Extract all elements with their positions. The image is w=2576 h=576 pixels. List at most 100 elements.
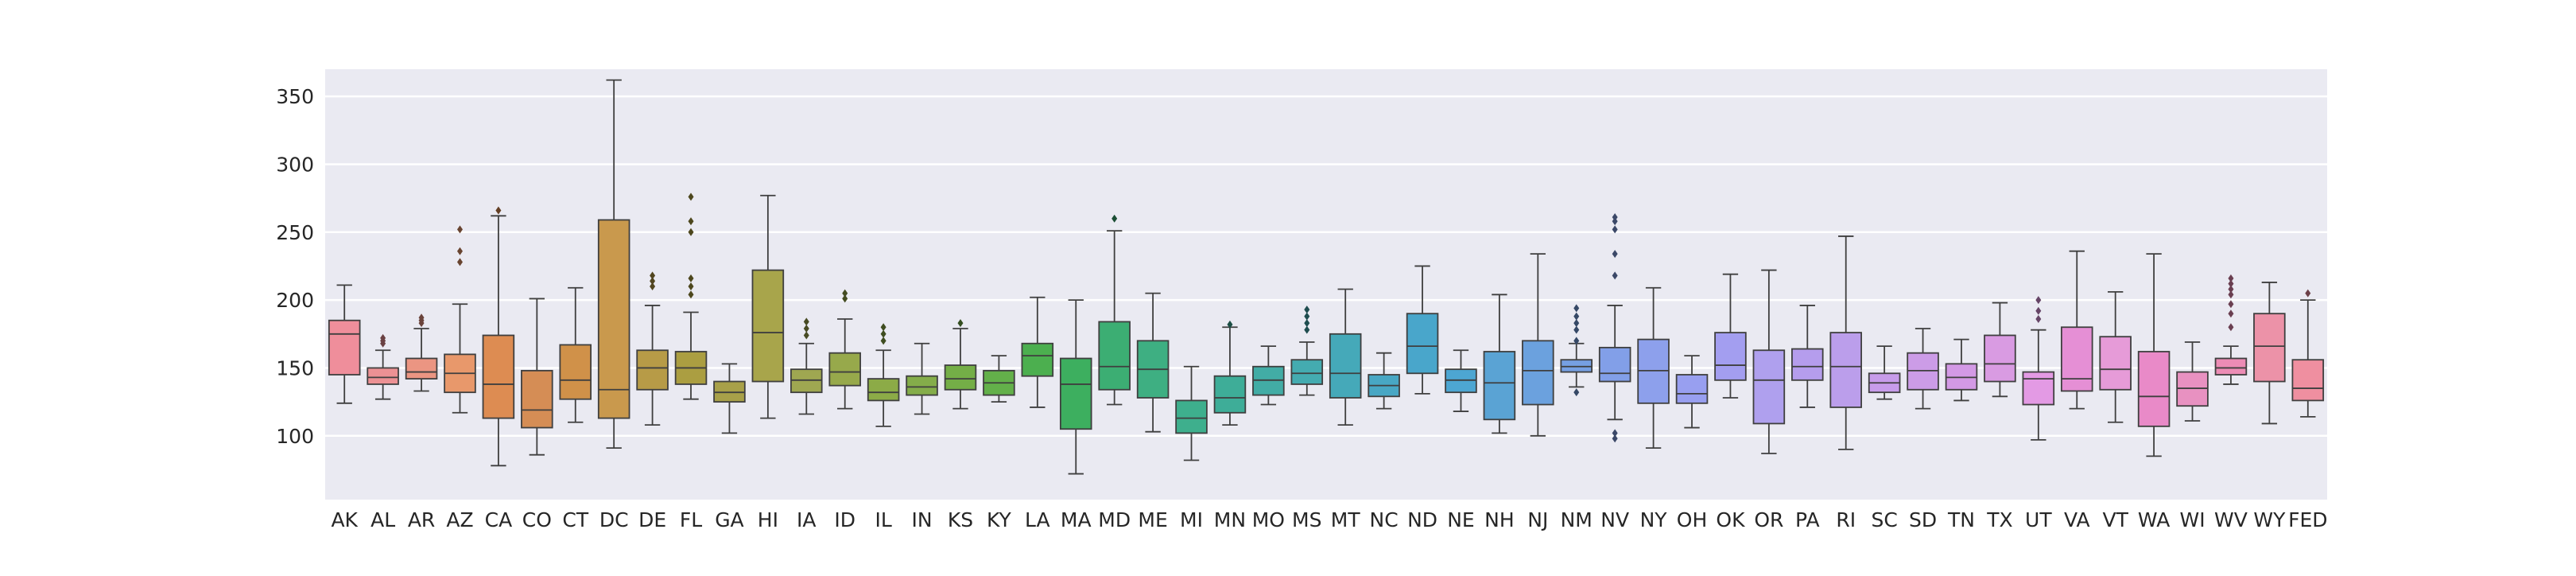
iqr-box xyxy=(2253,313,2286,383)
outlier-point xyxy=(842,289,848,298)
x-tick-label-ME: ME xyxy=(1138,508,1167,531)
iqr-box xyxy=(405,357,438,380)
outlier-point xyxy=(2305,289,2311,298)
x-tick-label-MA: MA xyxy=(1061,508,1092,531)
iqr-box xyxy=(636,349,669,391)
outlier-point xyxy=(1612,271,1618,280)
outlier-point xyxy=(456,247,463,255)
iqr-box xyxy=(1984,334,2016,383)
iqr-box xyxy=(2022,371,2055,406)
box-TN xyxy=(1945,338,1978,402)
outlier-point xyxy=(456,225,463,234)
iqr-box xyxy=(597,219,630,419)
outlier-point xyxy=(1573,319,1580,328)
x-tick-label-RI: RI xyxy=(1836,508,1856,531)
iqr-box xyxy=(521,369,553,429)
outlier-point xyxy=(880,329,886,338)
box-WA xyxy=(2137,253,2171,457)
box-KS xyxy=(944,319,977,410)
iqr-box xyxy=(367,367,399,385)
iqr-box xyxy=(2137,351,2171,427)
x-tick-label-FED: FED xyxy=(2288,508,2327,531)
outlier-point xyxy=(957,319,964,328)
box-AL xyxy=(367,333,399,400)
box-NY xyxy=(1637,286,1670,450)
box-OH xyxy=(1675,355,1709,429)
x-tick-label-NE: NE xyxy=(1447,508,1475,531)
box-ND xyxy=(1406,265,1439,395)
box-WV xyxy=(2214,274,2248,385)
box-AZ xyxy=(444,225,476,414)
outlier-point xyxy=(688,274,694,282)
box-IA xyxy=(790,317,823,415)
x-tick-label-DE: DE xyxy=(638,508,666,531)
iqr-box xyxy=(1175,399,1208,434)
x-tick-label-NY: NY xyxy=(1640,508,1668,531)
outlier-point xyxy=(688,290,694,299)
x-tick-label-CA: CA xyxy=(485,508,513,531)
box-DE xyxy=(636,271,669,426)
box-SD xyxy=(1907,328,1939,410)
iqr-box xyxy=(1021,342,1054,377)
x-tick-label-OK: OK xyxy=(1716,508,1745,531)
outlier-point xyxy=(650,282,656,291)
outlier-point xyxy=(842,294,848,303)
y-tick-label: 350 xyxy=(276,85,314,108)
outlier-point xyxy=(1612,217,1618,226)
outlier-point xyxy=(1612,429,1618,438)
iqr-box xyxy=(828,352,861,387)
outlier-point xyxy=(418,313,425,322)
plot-background xyxy=(325,69,2327,500)
box-WI xyxy=(2176,341,2209,422)
box-ID xyxy=(828,289,861,410)
iqr-box xyxy=(482,334,515,419)
y-tick-label: 300 xyxy=(276,153,314,176)
outlier-point xyxy=(1304,325,1310,334)
x-tick-label-GA: GA xyxy=(715,508,743,531)
box-NC xyxy=(1368,352,1400,410)
box-AK xyxy=(328,284,361,404)
iqr-box xyxy=(1059,357,1092,430)
x-tick-label-ND: ND xyxy=(1407,508,1437,531)
x-tick-label-NV: NV xyxy=(1600,508,1629,531)
box-VT xyxy=(2099,290,2132,423)
x-tick-label-HI: HI xyxy=(758,508,778,531)
iqr-box xyxy=(559,344,592,400)
iqr-box xyxy=(1483,351,1516,421)
outlier-point xyxy=(1573,312,1580,321)
iqr-box xyxy=(1290,359,1324,385)
iqr-box xyxy=(1829,332,1862,408)
outlier-point xyxy=(803,317,809,326)
x-tick-label-PA: PA xyxy=(1795,508,1820,531)
box-NJ xyxy=(1522,253,1554,437)
box-NE xyxy=(1445,349,1477,412)
box-KY xyxy=(983,355,1015,403)
x-tick-label-WV: WV xyxy=(2214,508,2248,531)
x-tick-label-MN: MN xyxy=(1214,508,1246,531)
iqr-box xyxy=(1598,346,1631,383)
outlier-point xyxy=(1612,434,1618,443)
outlier-point xyxy=(456,258,463,267)
box-SC xyxy=(1868,345,1901,400)
x-tick-label-AK: AK xyxy=(331,508,358,531)
iqr-box xyxy=(2291,359,2325,402)
box-CO xyxy=(521,298,553,456)
x-tick-label-WY: WY xyxy=(2253,508,2286,531)
x-tick-label-WA: WA xyxy=(2138,508,2170,531)
outlier-point xyxy=(1612,225,1618,234)
iqr-box xyxy=(1213,375,1247,414)
iqr-box xyxy=(867,378,900,402)
iqr-box xyxy=(1098,321,1131,391)
outlier-point xyxy=(2228,279,2234,288)
iqr-box xyxy=(2214,357,2248,376)
outlier-point xyxy=(1612,250,1618,259)
x-tick-label-NC: NC xyxy=(1370,508,1399,531)
x-tick-label-TX: TX xyxy=(1986,508,2012,531)
box-MD xyxy=(1098,214,1131,406)
box-ME xyxy=(1136,292,1170,433)
outlier-point xyxy=(2035,315,2042,324)
x-tick-label-FL: FL xyxy=(680,508,702,531)
x-tick-label-AZ: AZ xyxy=(446,508,473,531)
